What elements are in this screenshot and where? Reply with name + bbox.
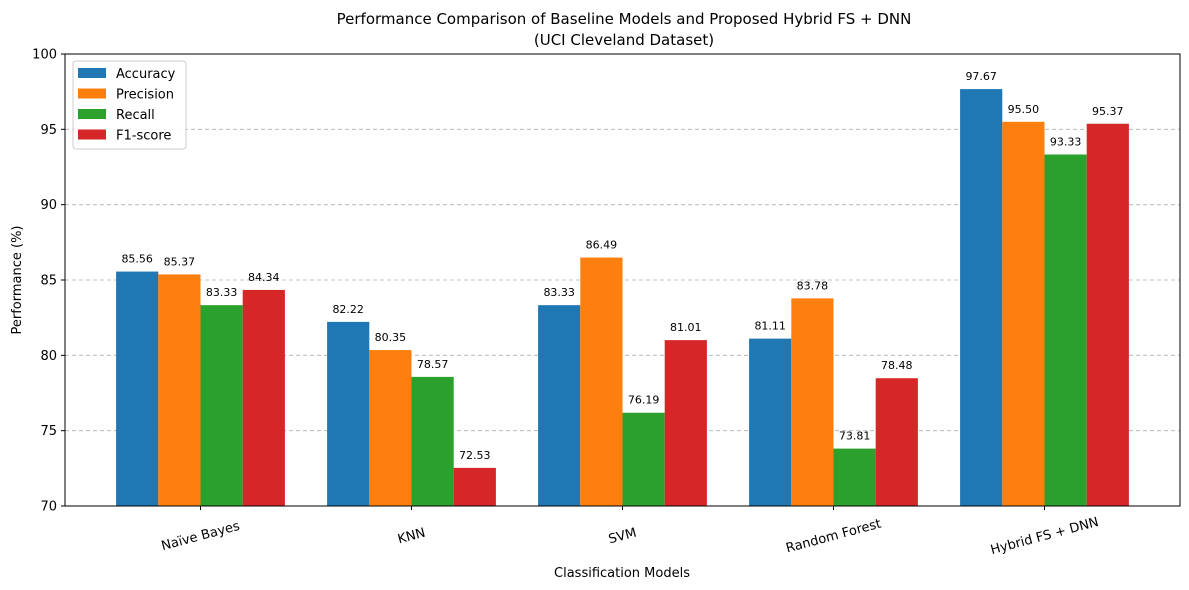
bar-accuracy-na-ve-bayes bbox=[116, 271, 159, 506]
data-label-accuracy-hybrid-fs-dnn: 97.67 bbox=[965, 70, 997, 83]
chart-title: Performance Comparison of Baseline Model… bbox=[337, 10, 912, 28]
bar-recall-hybrid-fs-dnn bbox=[1044, 154, 1087, 506]
data-label-recall-svm: 76.19 bbox=[628, 394, 660, 407]
bar-accuracy-svm bbox=[538, 305, 581, 506]
data-label-recall-na-ve-bayes: 83.33 bbox=[206, 286, 238, 299]
bar-f1-score-hybrid-fs-dnn bbox=[1086, 123, 1129, 506]
y-tick-label: 85 bbox=[40, 274, 57, 289]
data-label-recall-knn: 78.57 bbox=[417, 358, 449, 371]
data-label-accuracy-knn: 82.22 bbox=[332, 303, 364, 316]
legend-label-precision: Precision bbox=[116, 88, 174, 103]
data-label-precision-hybrid-fs-dnn: 95.50 bbox=[1008, 103, 1040, 116]
y-tick-label: 90 bbox=[40, 198, 57, 213]
x-tick-label: KNN bbox=[396, 526, 427, 548]
data-label-precision-na-ve-bayes: 85.37 bbox=[164, 255, 196, 268]
data-label-f1-score-svm: 81.01 bbox=[670, 321, 702, 334]
bar-precision-svm bbox=[580, 257, 623, 506]
bar-accuracy-random-forest bbox=[749, 338, 792, 506]
bar-precision-random-forest bbox=[791, 298, 834, 506]
data-label-f1-score-hybrid-fs-dnn: 95.37 bbox=[1092, 105, 1124, 118]
data-label-accuracy-random-forest: 81.11 bbox=[754, 320, 786, 333]
data-label-precision-knn: 80.35 bbox=[375, 331, 407, 344]
bar-f1-score-na-ve-bayes bbox=[242, 289, 285, 506]
bar-f1-score-knn bbox=[453, 467, 496, 506]
data-label-accuracy-svm: 83.33 bbox=[543, 286, 575, 299]
x-axis: Naïve Bayes KNN SVM Random Forest Hybrid FS … bbox=[160, 506, 1100, 558]
bar-accuracy-knn bbox=[327, 321, 370, 506]
legend-swatch-precision bbox=[78, 88, 106, 99]
bar-accuracy-hybrid-fs-dnn bbox=[960, 89, 1003, 506]
data-label-f1-score-knn: 72.53 bbox=[459, 449, 491, 462]
x-tick-label: Hybrid FS + DNN bbox=[989, 515, 1100, 558]
x-tick-label: Naïve Bayes bbox=[160, 519, 242, 554]
bar-recall-svm bbox=[622, 412, 665, 506]
legend-swatch-recall bbox=[78, 109, 106, 119]
bar-precision-hybrid-fs-dnn bbox=[1002, 121, 1045, 507]
legend-swatch-f1-score bbox=[78, 129, 106, 140]
legend-label-accuracy: Accuracy bbox=[116, 67, 176, 82]
x-tick-label: Random Forest bbox=[784, 517, 882, 557]
x-tick-label: SVM bbox=[607, 526, 638, 548]
bar-recall-random-forest bbox=[833, 448, 876, 506]
legend: Accuracy Precision Recall F1-score bbox=[72, 60, 187, 150]
bar-precision-knn bbox=[369, 350, 412, 506]
y-axis-label: Performance (%) bbox=[10, 225, 25, 334]
bar-f1-score-svm bbox=[664, 340, 707, 506]
x-axis-label: Classification Models bbox=[554, 566, 690, 581]
data-label-precision-random-forest: 83.78 bbox=[797, 279, 829, 292]
legend-swatch-accuracy bbox=[78, 68, 106, 78]
data-label-accuracy-na-ve-bayes: 85.56 bbox=[121, 253, 153, 266]
chart-subtitle: (UCI Cleveland Dataset) bbox=[534, 31, 714, 49]
legend-box bbox=[72, 60, 187, 150]
bars bbox=[116, 89, 1129, 507]
data-label-f1-score-random-forest: 78.48 bbox=[881, 359, 913, 372]
y-axis: 70 75 80 85 90 95 100 bbox=[32, 48, 65, 515]
data-label-recall-hybrid-fs-dnn: 93.33 bbox=[1050, 135, 1082, 148]
y-tick-label: 100 bbox=[32, 48, 57, 63]
data-label-precision-svm: 86.49 bbox=[586, 239, 618, 252]
y-tick-label: 80 bbox=[40, 349, 57, 364]
y-tick-label: 95 bbox=[40, 123, 57, 138]
bar-recall-na-ve-bayes bbox=[200, 305, 243, 506]
data-labels: 85.56 85.37 83.33 84.34 82.22 80.35 78.57 72.53… bbox=[121, 70, 1123, 462]
y-tick-label: 70 bbox=[40, 500, 57, 515]
bar-f1-score-random-forest bbox=[875, 378, 918, 506]
data-label-f1-score-na-ve-bayes: 84.34 bbox=[248, 271, 280, 284]
legend-label-f1-score: F1-score bbox=[116, 129, 171, 144]
bar-recall-knn bbox=[411, 376, 454, 506]
bar-precision-na-ve-bayes bbox=[158, 274, 201, 506]
data-label-recall-random-forest: 73.81 bbox=[839, 430, 871, 443]
legend-label-recall: Recall bbox=[116, 108, 155, 123]
y-tick-label: 75 bbox=[40, 424, 57, 439]
